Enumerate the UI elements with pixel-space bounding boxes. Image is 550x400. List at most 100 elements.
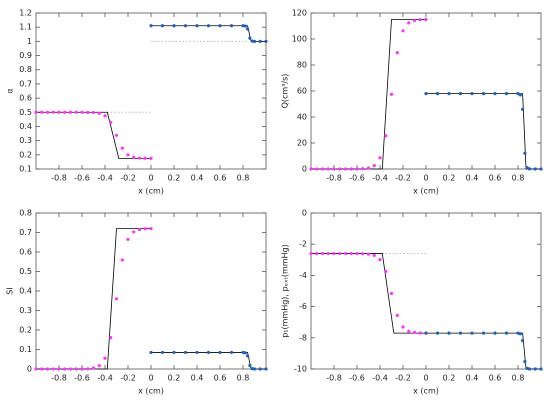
- data-point: [40, 367, 44, 371]
- data-point: [435, 92, 440, 96]
- data-point: [366, 252, 371, 256]
- data-point: [481, 331, 486, 335]
- data-point: [103, 356, 107, 360]
- data-point: [63, 110, 67, 114]
- y-tick-label: 0: [302, 165, 307, 174]
- data-point: [355, 167, 359, 171]
- data-point: [91, 366, 96, 370]
- data-point: [34, 110, 38, 114]
- data-point: [533, 367, 537, 371]
- data-point: [458, 92, 463, 96]
- data-point: [418, 331, 422, 335]
- data-point: [315, 167, 319, 171]
- x-tick-label: 0.8: [237, 374, 250, 383]
- y-tick-label: -4: [299, 271, 307, 280]
- data-point: [149, 24, 153, 28]
- y-tick-label: 0.6: [19, 94, 32, 103]
- data-point: [389, 92, 394, 96]
- data-point: [246, 27, 250, 31]
- data-point: [57, 110, 61, 114]
- x-tick-label: -0.4: [97, 374, 113, 383]
- data-point: [458, 331, 463, 335]
- exact-line: [36, 228, 266, 370]
- data-point: [80, 367, 84, 371]
- data-point: [518, 332, 522, 336]
- data-point: [143, 156, 147, 160]
- data-point: [493, 92, 497, 96]
- data-point: [57, 367, 61, 371]
- y-tick-label: 0.8: [19, 65, 32, 74]
- x-tick-label: -0.6: [74, 374, 90, 383]
- x-tick-label: 0.6: [214, 374, 227, 383]
- data-point: [493, 331, 497, 335]
- x-tick-label: -0.2: [395, 174, 411, 183]
- data-point: [183, 350, 188, 355]
- data-point: [481, 92, 486, 96]
- data-point: [518, 93, 522, 97]
- x-axis-label: x (cm): [413, 187, 439, 196]
- y-axis-label: SI: [6, 287, 15, 294]
- data-point: [395, 313, 399, 317]
- x-tick-label: 0.4: [466, 374, 479, 383]
- data-point: [418, 18, 422, 22]
- y-tick-label: 0.2: [19, 150, 32, 159]
- data-point: [338, 167, 342, 171]
- data-point: [533, 167, 537, 171]
- reference-line: [107, 40, 249, 113]
- data-point: [412, 330, 417, 335]
- data-point: [435, 331, 440, 335]
- data-point: [63, 367, 67, 371]
- data-point: [424, 17, 428, 22]
- data-point: [349, 251, 353, 256]
- x-tick-label: -0.2: [395, 374, 411, 383]
- data-point: [527, 167, 532, 171]
- data-point: [252, 39, 257, 43]
- data-point: [521, 107, 525, 111]
- y-tick-label: 0.3: [19, 306, 32, 315]
- y-tick-label: 0.4: [19, 287, 32, 296]
- data-point: [424, 92, 428, 96]
- x-tick-label: -0.4: [372, 374, 388, 383]
- y-tick-label: 0.7: [19, 79, 32, 88]
- data-point: [252, 367, 257, 371]
- data-point: [243, 24, 247, 28]
- data-point: [372, 164, 376, 168]
- data-point: [149, 227, 153, 231]
- x-tick-label: -0.8: [51, 374, 67, 383]
- data-point: [447, 92, 451, 96]
- x-tick-label: 0.6: [489, 374, 502, 383]
- data-point: [372, 253, 376, 258]
- data-point: [137, 227, 142, 232]
- data-point: [86, 367, 90, 371]
- x-tick-label: -0.8: [326, 374, 342, 383]
- data-point: [149, 350, 153, 355]
- data-point: [395, 51, 399, 55]
- data-point: [120, 146, 124, 150]
- data-point: [361, 167, 365, 171]
- plot-frame: [35, 12, 267, 170]
- y-tick-label: 0.1: [19, 165, 32, 174]
- exact-line: [311, 253, 541, 370]
- data-point: [504, 92, 509, 96]
- data-point: [68, 367, 73, 371]
- y-tick-label: 1.1: [19, 23, 32, 32]
- x-tick-label: 0.8: [512, 174, 525, 183]
- data-point: [407, 21, 411, 25]
- y-tick-label: 120: [292, 9, 307, 18]
- data-point: [143, 227, 147, 231]
- data-point: [109, 336, 113, 340]
- data-point: [97, 111, 101, 115]
- data-point: [246, 354, 250, 358]
- y-tick-label: 0: [302, 209, 307, 218]
- data-point: [384, 269, 388, 273]
- data-point: [243, 351, 247, 355]
- x-tick-label: 0: [423, 174, 428, 183]
- y-tick-label: 80: [297, 61, 307, 70]
- x-tick-label: 0.4: [466, 174, 479, 183]
- data-point: [401, 29, 405, 33]
- data-point: [206, 24, 211, 28]
- plot-frame: [310, 12, 542, 170]
- data-point: [320, 167, 325, 171]
